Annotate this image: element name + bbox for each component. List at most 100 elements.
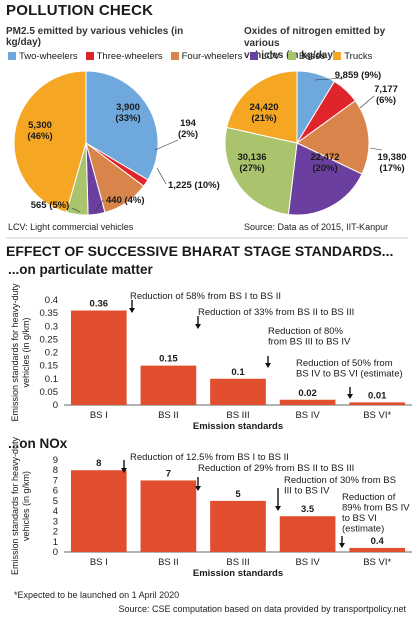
- arrow-head: [195, 324, 201, 329]
- reduction-annotation-line: 89% from BS IV: [342, 503, 410, 514]
- y-tick-label-line: 6: [53, 486, 58, 497]
- y-tick-label: 0.35: [40, 308, 59, 319]
- bar-value-label: 0.02: [298, 388, 317, 399]
- x-tick-label-line: BS II: [158, 410, 179, 421]
- bar-value-label: 0.01: [368, 390, 387, 401]
- y-tick-label: 1: [53, 537, 58, 548]
- y-tick-label: 0.05: [40, 387, 59, 398]
- x-tick-label-line: BS III: [226, 410, 249, 421]
- bar-value-label-line: 0.15: [159, 354, 178, 365]
- reduction-annotation-line: Reduction of 50% from: [296, 358, 393, 369]
- reduction-annotation: Reduction of 89% from BS IV to BS VI (estim…: [342, 492, 410, 535]
- bar-bsiii: [210, 378, 266, 405]
- pie-value-label-line: (46%): [27, 131, 52, 142]
- legend-label: Four-wheelers: [181, 50, 243, 62]
- x-tick-label-line: BS II: [158, 557, 179, 568]
- bar-value-label-line: 0.4: [371, 536, 385, 547]
- y-tick-label-line: 0: [53, 400, 58, 411]
- y-axis-label-line: Emission standards for heavy-duty: [10, 283, 20, 422]
- nox-pie-chart: 9,859 (9%) 7,177 (6%) 19,380 (17%) 22,472 (20%…: [224, 70, 407, 216]
- pm-bar-chart: 0 0.05 0.1 0.15 0.2 0.25 0.3 0.35 0.4 0.36 BS I 0.1…: [10, 283, 412, 432]
- pm25-pie-chart: 3,900 (33%) 194 (2%) 1,225 (10%) 440 (4%) 565 …: [13, 70, 220, 216]
- y-axis-label: Emission standards for heavy-dutyvehicle…: [10, 283, 31, 422]
- legend-item-trucks: Trucks: [333, 51, 372, 62]
- y-tick-label-line: 7: [53, 475, 58, 486]
- y-tick-label: 9: [53, 455, 58, 466]
- pie-value-label: 24,420 (21%): [249, 102, 278, 124]
- y-tick-label-line: 0: [53, 547, 58, 558]
- x-tick-label: BS III: [226, 410, 249, 421]
- bar-value-label: 0.36: [90, 299, 109, 310]
- bar-bsii: [140, 480, 197, 552]
- bar-value-label: 0.15: [159, 354, 178, 365]
- pie-value-label-line: (33%): [115, 113, 140, 124]
- bar-bsi: [70, 470, 127, 552]
- lcv-note: LCV: Light commercial vehicles: [8, 222, 134, 232]
- x-axis-label-line: Emission standards: [193, 568, 283, 579]
- x-tick-label: BS II: [158, 557, 179, 568]
- x-tick-label-line: BS I: [90, 557, 108, 568]
- bar-bsvi: [349, 402, 406, 405]
- y-tick-label-line: 5: [53, 496, 58, 507]
- x-tick-label: BS IV: [295, 410, 320, 421]
- pie-value-label-line: 5,300: [28, 120, 52, 131]
- legend-item-two-wheelers: Two-wheelers: [8, 51, 78, 62]
- section-title: EFFECT OF SUCCESSIVE BHARAT STAGE STANDA…: [6, 243, 394, 259]
- y-tick-label: 0.15: [40, 361, 59, 372]
- x-tick-label-line: BS VI*: [363, 410, 391, 421]
- arrow-head: [347, 394, 353, 399]
- reduction-annotation: Reduction of 12.5% from BS I to BS II: [130, 452, 289, 463]
- nox-pie-title-line1: Oxides of nitrogen emitted by various: [244, 26, 386, 49]
- pie-value-label: 9,859 (9%): [335, 70, 381, 81]
- x-axis-label: Emission standards: [193, 568, 283, 579]
- arrow-head: [129, 308, 135, 313]
- bar-value-label: 5: [235, 489, 241, 500]
- y-tick-label: 0.1: [45, 374, 58, 385]
- legend-label: Three-wheelers: [96, 50, 163, 62]
- leader-line: [156, 167, 167, 185]
- bar-bsiv: [279, 399, 336, 405]
- arrow-head: [121, 468, 127, 473]
- pie-value-label-line: 30,136: [237, 152, 266, 163]
- x-tick-label-line: BS IV: [295, 557, 320, 568]
- leader-line: [71, 207, 81, 213]
- pie-value-label-line: 19,380: [377, 152, 406, 163]
- bar-value-label: 0.1: [231, 367, 245, 378]
- pm25-pie-title: PM2.5 emitted by various vehicles (in kg…: [6, 26, 184, 48]
- pie-slice-four-wheelers: [296, 100, 370, 175]
- arrow-head: [339, 543, 345, 548]
- x-tick-label-line: BS I: [90, 410, 108, 421]
- y-tick-label: 8: [53, 465, 58, 476]
- pie-value-label-line: 440 (4%): [106, 195, 145, 206]
- leader-line: [369, 147, 383, 151]
- pie-value-label-line: 24,420: [249, 102, 278, 113]
- bar-value-label-line: 0.36: [90, 299, 109, 310]
- bar-value-label: 0.4: [371, 536, 385, 547]
- legend-swatch: [170, 52, 179, 60]
- pie-value-label: 7,177 (6%): [374, 84, 398, 106]
- y-tick-label-line: 1: [53, 537, 58, 548]
- bar-value-label-line: 8: [96, 458, 101, 469]
- legend-label: LCV: [261, 50, 280, 62]
- x-tick-label: BS VI*: [363, 410, 391, 421]
- bar-value-label-line: 7: [166, 468, 171, 479]
- pie-value-label-line: 194: [180, 118, 197, 129]
- legend-label: Buses: [298, 50, 326, 62]
- y-tick-label-line: 4: [53, 506, 58, 517]
- pie-value-label: 30,136 (27%): [237, 152, 266, 174]
- reduction-annotation-line: Reduction of 30% from BS: [284, 475, 396, 486]
- y-tick-label: 0.25: [40, 334, 59, 345]
- y-tick-label: 4: [53, 506, 58, 517]
- y-tick-label: 0.4: [45, 295, 58, 306]
- bar-value-label: 8: [96, 458, 101, 469]
- pie-value-label-line: (17%): [379, 163, 404, 174]
- y-tick-label-line: 8: [53, 465, 58, 476]
- bar-value-label-line: 3.5: [301, 504, 315, 515]
- pie-value-label: 565 (5%): [31, 200, 70, 211]
- y-tick-label-line: 0.2: [45, 348, 58, 359]
- y-tick-label: 7: [53, 475, 58, 486]
- bar-bsi: [70, 310, 127, 405]
- x-tick-label: BS VI*: [363, 557, 391, 568]
- x-tick-label: BS I: [90, 557, 108, 568]
